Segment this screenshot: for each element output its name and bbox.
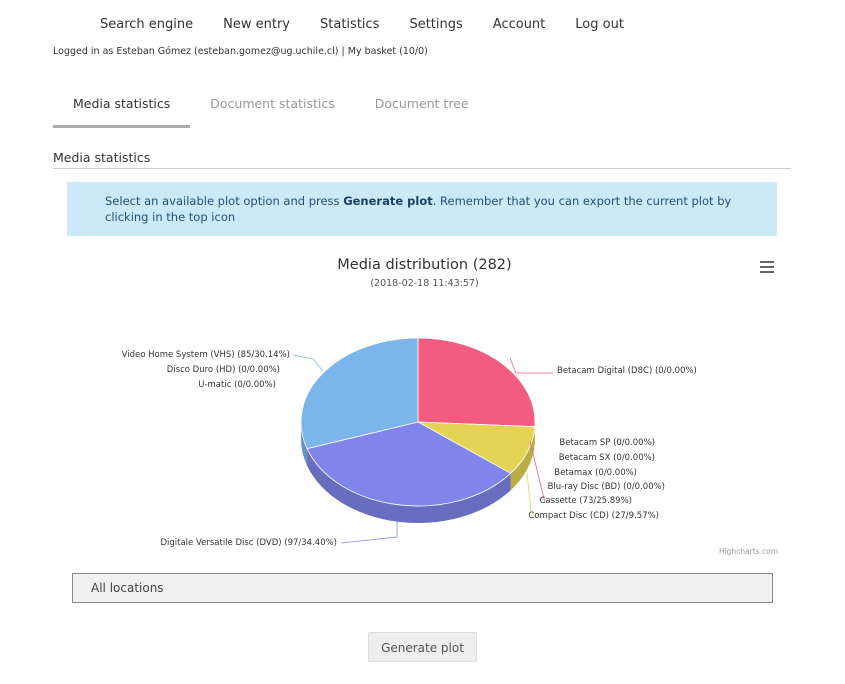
pie-data-label-10: Video Home System (VHS) (85/30.14%) [122, 350, 290, 360]
top-navigation: Search engine New entry Statistics Setti… [100, 17, 654, 32]
pie-data-label-0: Betacam Digital (D8C) (0/0.00%) [557, 366, 697, 376]
info-alert: Select an available plot option and pres… [67, 182, 777, 236]
pie-side-2 [307, 448, 511, 523]
pie-slice-0 [417, 337, 536, 428]
pie-connector-5 [529, 440, 546, 504]
pie-connector-10 [292, 354, 324, 372]
pie-data-label-7: Digitale Versatile Disc (DVD) (97/34.40%… [160, 538, 337, 548]
pie-connector-7 [340, 519, 398, 544]
section-title: Media statistics [53, 150, 791, 169]
nav-new-entry[interactable]: New entry [223, 17, 291, 32]
pie-data-label-4: Blu-ray Disc (BD) (0/0.00%) [548, 482, 665, 492]
location-select[interactable]: All locations [72, 573, 773, 603]
pie-data-label-3: Betamax (0/0.00%) [554, 468, 637, 478]
chart-credits[interactable]: Highcharts.com [718, 547, 778, 556]
pie-slice-3 [300, 337, 419, 450]
info-text-bold: Generate plot [343, 194, 433, 208]
nav-logout[interactable]: Log out [575, 17, 624, 32]
pie-data-label-2: Betacam SX (0/0.00%) [559, 453, 655, 463]
pie-side-3 [301, 422, 308, 466]
pie-data-label-5: Cassette (73/25.89%) [539, 496, 632, 506]
statistics-tabs: Media statistics Document statistics Doc… [53, 96, 793, 128]
login-status: Logged in as Esteban Gómez (esteban.gome… [53, 46, 428, 57]
pie-data-label-9: Disco Duro (HD) (0/0.00%) [167, 365, 280, 375]
pie-data-label-6: Compact Disc (CD) (27/9.57%) [528, 511, 659, 521]
basket-link[interactable]: My basket (10/0) [347, 46, 428, 57]
pie-connector-6 [526, 472, 538, 519]
tab-media-statistics[interactable]: Media statistics [53, 96, 191, 128]
pie-data-label-1: Betacam SP (0/0.00%) [559, 438, 655, 448]
nav-statistics[interactable]: Statistics [320, 17, 380, 32]
chart-container: Media distribution (282) (2018-02-18 11:… [67, 245, 782, 560]
generate-plot-button[interactable]: Generate plot [368, 632, 477, 662]
info-text-end: . Remember that you can export the curre… [105, 194, 732, 224]
pie-side-1 [510, 426, 535, 491]
chart-title: Media distribution (282) [337, 257, 512, 273]
pie-chart: Betacam Digital (D8C) (0/0.00%) Betacam S… [122, 337, 697, 548]
info-text-start: Select an available plot option and pres… [105, 194, 344, 208]
chart-menu-icon[interactable] [760, 261, 774, 273]
pie-connector-0 [509, 357, 553, 374]
chart-subtitle: (2018-02-18 11:43:57) [370, 278, 479, 289]
login-user-text: Logged in as Esteban Gómez (esteban.gome… [53, 46, 348, 57]
nav-settings[interactable]: Settings [409, 17, 463, 32]
pie-data-label-8: U-matic (0/0.00%) [198, 380, 276, 390]
pie-slice-2 [306, 421, 512, 507]
tab-document-statistics[interactable]: Document statistics [210, 96, 335, 111]
nav-account[interactable]: Account [492, 17, 546, 32]
nav-search-engine[interactable]: Search engine [100, 17, 194, 32]
tab-document-tree[interactable]: Document tree [374, 96, 469, 111]
